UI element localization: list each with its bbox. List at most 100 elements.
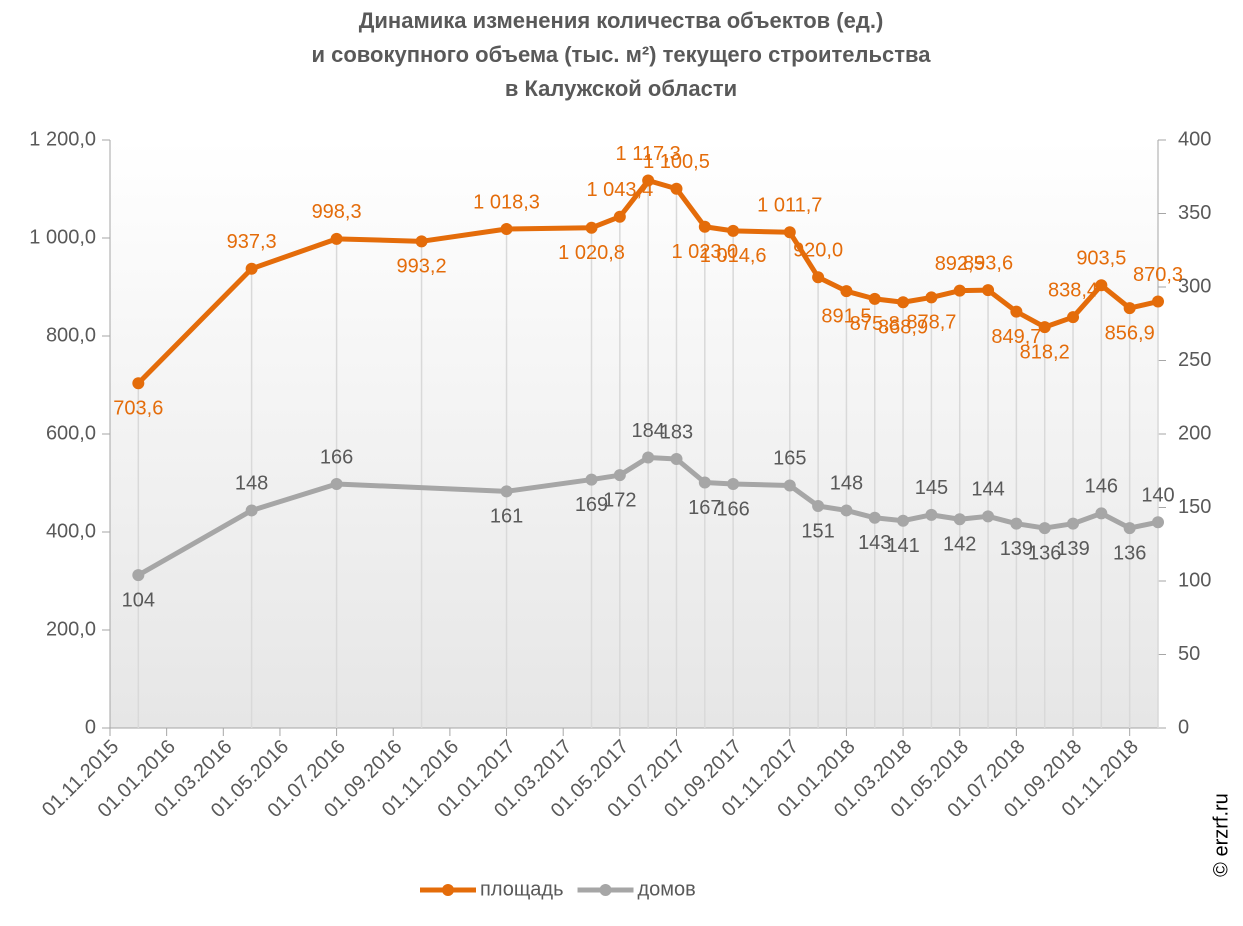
y2-tick-label: 150 <box>1178 496 1211 518</box>
data-label: 891,5 <box>821 305 871 327</box>
data-label: 143 <box>858 532 891 554</box>
data-label: 838,4 <box>1048 279 1098 301</box>
data-label: 1 023,0 <box>671 241 738 263</box>
chart-title: и совокупного объема (тыс. м²) текущего … <box>312 42 932 67</box>
point <box>245 262 258 275</box>
point <box>897 514 910 527</box>
point <box>868 292 881 305</box>
data-label: 148 <box>830 473 863 495</box>
data-label: 184 <box>631 420 664 442</box>
y2-tick-label: 50 <box>1178 643 1200 665</box>
data-label: 166 <box>320 446 353 468</box>
point <box>953 284 966 297</box>
point <box>132 569 145 582</box>
data-label: 703,6 <box>113 398 163 420</box>
data-label: 1 117,3 <box>616 143 681 165</box>
data-label: 1 020,8 <box>558 242 625 264</box>
chart-title: Динамика изменения количества объектов (… <box>359 8 884 33</box>
data-label: 856,9 <box>1105 322 1155 344</box>
y-tick-label: 1 200,0 <box>29 128 96 150</box>
y-tick-label: 0 <box>85 716 96 738</box>
point <box>698 220 711 233</box>
data-label: 1 014,6 <box>700 245 767 267</box>
data-label: 818,2 <box>1020 341 1070 363</box>
data-label: 136 <box>1028 542 1061 564</box>
y-tick-label: 800,0 <box>46 324 96 346</box>
data-label: 875,8 <box>850 313 900 335</box>
y-tick-label: 400,0 <box>46 520 96 542</box>
data-label: 998,3 <box>312 201 362 223</box>
point <box>727 224 740 237</box>
point <box>783 226 796 239</box>
data-label: 144 <box>971 479 1004 501</box>
data-label: 141 <box>886 535 919 557</box>
point <box>897 296 910 309</box>
chart-title: в Калужской области <box>505 76 737 101</box>
data-label: 1 043,4 <box>586 179 653 201</box>
data-label: 172 <box>603 489 636 511</box>
data-label: 993,2 <box>397 256 447 278</box>
point <box>613 210 626 223</box>
point <box>727 477 740 490</box>
y-tick-label: 200,0 <box>46 618 96 640</box>
point <box>1152 516 1164 529</box>
data-label: 136 <box>1113 542 1146 564</box>
legend-marker <box>442 884 454 896</box>
point <box>1152 295 1164 308</box>
point <box>642 451 655 464</box>
point <box>783 479 796 492</box>
point <box>1010 517 1023 530</box>
point <box>330 232 343 245</box>
data-label: 849,7 <box>991 326 1041 348</box>
plot-background <box>110 140 1158 728</box>
point <box>925 508 938 521</box>
point <box>642 174 655 187</box>
y2-tick-label: 200 <box>1178 422 1211 444</box>
data-label: 148 <box>235 473 268 495</box>
point <box>840 285 853 298</box>
point <box>500 223 513 236</box>
point <box>1067 311 1080 324</box>
data-label: 161 <box>490 506 523 528</box>
point <box>840 504 853 517</box>
point <box>613 469 626 482</box>
y2-tick-label: 350 <box>1178 202 1211 224</box>
point <box>698 476 711 489</box>
data-label: 142 <box>943 534 976 556</box>
data-label: 1 018,3 <box>473 191 540 213</box>
point <box>1038 321 1051 334</box>
point <box>1095 279 1108 292</box>
data-label: 870,3 <box>1133 264 1183 286</box>
data-label: 151 <box>801 520 834 542</box>
data-label: 937,3 <box>227 231 277 253</box>
point <box>330 477 343 490</box>
data-label: 169 <box>575 494 608 516</box>
data-label: 104 <box>122 589 155 611</box>
point <box>982 510 995 523</box>
y2-tick-label: 250 <box>1178 349 1211 371</box>
legend-label: домов <box>638 878 696 900</box>
data-label: 868,9 <box>878 317 928 339</box>
data-label: 166 <box>716 498 749 520</box>
source: © erzrf.ru <box>1210 793 1232 877</box>
data-label: 920,0 <box>793 239 843 261</box>
legend-label: площадь <box>480 878 564 900</box>
data-label: 878,7 <box>906 312 956 334</box>
y2-tick-label: 300 <box>1178 275 1211 297</box>
data-label: 145 <box>915 477 948 499</box>
y-tick-label: 600,0 <box>46 422 96 444</box>
data-label: 140 <box>1141 484 1174 506</box>
data-label: 139 <box>1000 538 1033 560</box>
point <box>245 504 258 517</box>
data-label: 139 <box>1056 538 1089 560</box>
point <box>585 473 598 486</box>
point <box>812 271 825 284</box>
data-label: 892,5 <box>935 253 985 275</box>
data-label: 183 <box>660 421 693 443</box>
y2-tick-label: 0 <box>1178 716 1189 738</box>
point <box>1123 522 1136 535</box>
point <box>1095 507 1108 520</box>
point <box>500 485 513 498</box>
y2-tick-label: 100 <box>1178 569 1211 591</box>
